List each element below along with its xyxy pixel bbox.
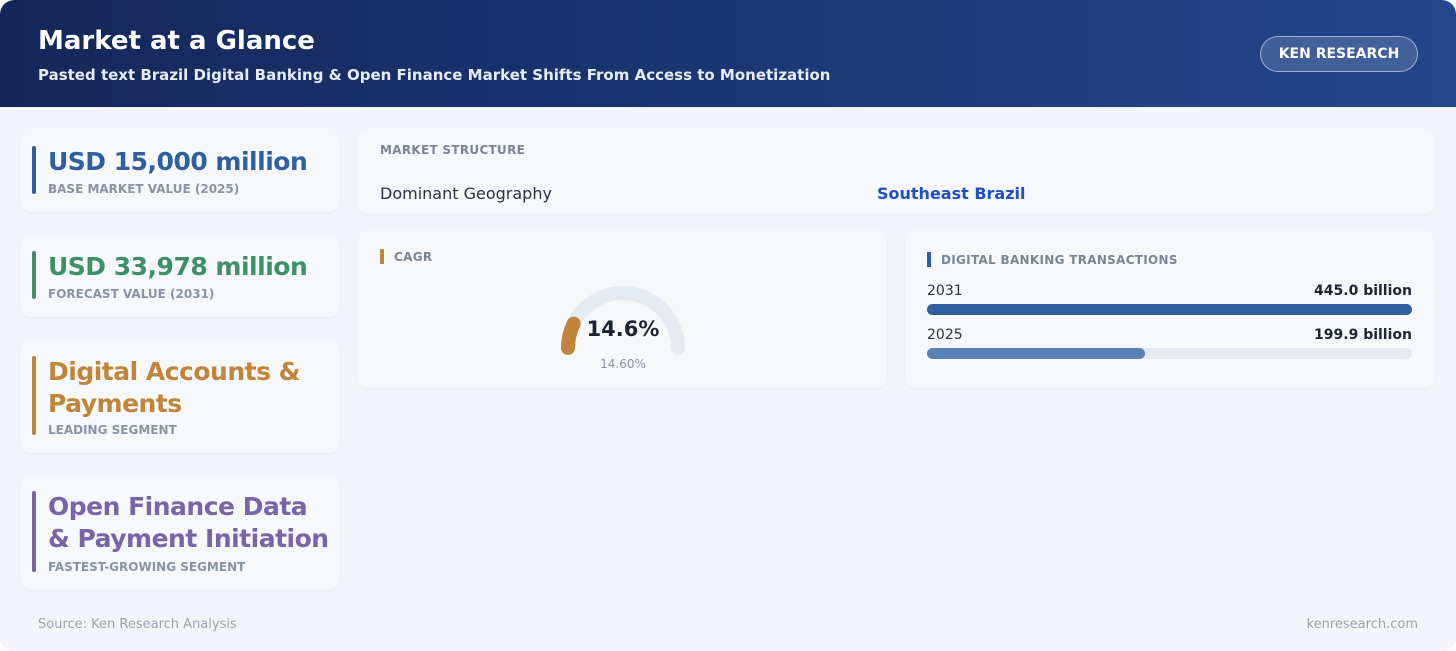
card-title: CAGR bbox=[394, 250, 433, 264]
kpi-value: Open Finance Data & Payment Initiation bbox=[48, 492, 329, 553]
kpi-card: Digital Accounts & Payments LEADING SEGME… bbox=[20, 338, 340, 453]
bar-track bbox=[927, 348, 1412, 359]
accent bbox=[32, 146, 36, 194]
accent bbox=[32, 491, 36, 572]
accent bbox=[32, 251, 36, 299]
accent bbox=[927, 252, 931, 267]
value-label: 445.0 billion bbox=[1314, 283, 1412, 299]
bar bbox=[927, 348, 1145, 359]
kpi-value: USD 15,000 million bbox=[48, 147, 308, 176]
site: kenresearch.com bbox=[1306, 617, 1418, 632]
kpi-value: Digital Accounts & Payments bbox=[48, 357, 300, 418]
market-structure-card: MARKET STRUCTURE Dominant Geography Sout… bbox=[357, 128, 1435, 214]
accent bbox=[380, 249, 384, 264]
source: Source: Ken Research Analysis bbox=[38, 617, 237, 632]
category-label: 2025 bbox=[927, 327, 963, 343]
kpi-label: FASTEST-GROWING SEGMENT bbox=[48, 560, 246, 574]
kpi-card: USD 33,978 million FORECAST VALUE (2031) bbox=[20, 233, 340, 317]
transactions-card: DIGITAL BANKING TRANSACTIONS 2031 445.0 b… bbox=[905, 230, 1435, 388]
gauge-sub: 14.60% bbox=[600, 357, 646, 371]
bar bbox=[927, 304, 1412, 315]
kpi-card: Open Finance Data & Payment Initiation FA… bbox=[20, 473, 340, 590]
gauge-fill bbox=[561, 316, 581, 355]
gauge: 14.6% 14.60% bbox=[561, 286, 685, 371]
value: Southeast Brazil bbox=[877, 184, 1026, 203]
brand-button[interactable]: KEN RESEARCH bbox=[1260, 36, 1418, 72]
key: Dominant Geography bbox=[380, 184, 552, 203]
kpi-label: LEADING SEGMENT bbox=[48, 423, 177, 437]
kpi-value: USD 33,978 million bbox=[48, 252, 308, 281]
card-title: MARKET STRUCTURE bbox=[380, 143, 526, 157]
kpi-card: USD 15,000 million BASE MARKET VALUE (202… bbox=[20, 128, 340, 212]
kpi-label: BASE MARKET VALUE (2025) bbox=[48, 182, 240, 196]
card-title: DIGITAL BANKING TRANSACTIONS bbox=[941, 253, 1178, 267]
header: Market at a Glance Pasted text Brazil Di… bbox=[0, 0, 1456, 107]
subtitle: Pasted text Brazil Digital Banking & Ope… bbox=[38, 66, 831, 84]
accent bbox=[32, 356, 36, 435]
cagr-card: CAGR 14.6% 14.60% bbox=[357, 230, 887, 388]
title: Market at a Glance bbox=[38, 26, 315, 56]
kpi-label: FORECAST VALUE (2031) bbox=[48, 287, 215, 301]
category-label: 2031 bbox=[927, 283, 963, 299]
value-label: 199.9 billion bbox=[1314, 327, 1412, 343]
gauge-value: 14.6% bbox=[587, 317, 660, 341]
